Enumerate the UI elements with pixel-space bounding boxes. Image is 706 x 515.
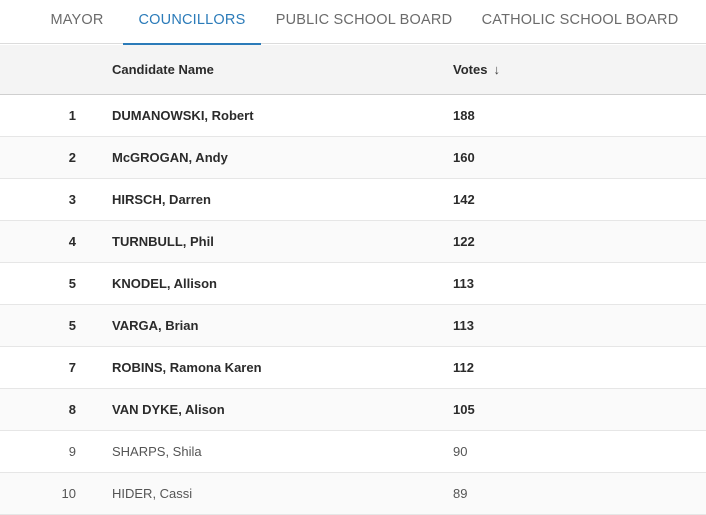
tab-councillors-label: COUNCILLORS xyxy=(138,12,246,28)
candidate-name-header-label: Candidate Name xyxy=(112,62,214,77)
votes-cell: 112 xyxy=(453,360,474,375)
votes-cell: 160 xyxy=(453,150,475,165)
tab-mayor-label: MAYOR xyxy=(50,12,104,28)
arrow-down-icon[interactable]: ↓ xyxy=(493,62,500,77)
table-row: 10 HIDER, Cassi 89 xyxy=(0,473,706,515)
candidate-name-cell: DUMANOWSKI, Robert xyxy=(112,108,254,123)
column-header-votes[interactable]: Votes ↓ xyxy=(453,45,500,95)
table-row: 9 SHARPS, Shila 90 xyxy=(0,431,706,473)
active-tab-indicator xyxy=(123,43,261,45)
votes-cell: 113 xyxy=(453,276,474,291)
table-row: 5 KNODEL, Allison 113 xyxy=(0,263,706,305)
votes-cell: 188 xyxy=(453,108,475,123)
table-row: 1 DUMANOWSKI, Robert 188 xyxy=(0,95,706,137)
rank-cell: 2 xyxy=(68,150,76,165)
votes-cell: 105 xyxy=(453,402,475,417)
rank-cell: 5 xyxy=(68,276,76,291)
candidate-name-cell: TURNBULL, Phil xyxy=(112,234,214,249)
table-row: 2 McGROGAN, Andy 160 xyxy=(0,137,706,179)
tab-councillors[interactable]: COUNCILLORS xyxy=(123,0,261,45)
votes-cell: 89 xyxy=(453,486,468,501)
votes-cell: 122 xyxy=(453,234,475,249)
rank-cell: 4 xyxy=(68,234,76,249)
candidate-name-cell: SHARPS, Shila xyxy=(112,444,202,459)
rank-cell: 3 xyxy=(68,192,76,207)
tab-catholic-school-board-label: CATHOLIC SCHOOL BOARD xyxy=(481,12,679,28)
rank-cell: 10 xyxy=(61,486,76,501)
rank-cell: 1 xyxy=(68,108,76,123)
tab-public-school-board[interactable]: PUBLIC SCHOOL BOARD xyxy=(268,0,460,44)
votes-cell: 142 xyxy=(453,192,475,207)
results-table: Candidate Name Votes ↓ 1 DUMANOWSKI, Rober… xyxy=(0,45,706,515)
column-header-candidate-name[interactable]: Candidate Name xyxy=(112,45,214,95)
votes-header-label: Votes xyxy=(453,62,488,77)
table-row: 8 VAN DYKE, Alison 105 xyxy=(0,389,706,431)
tab-catholic-school-board[interactable]: CATHOLIC SCHOOL BOARD xyxy=(472,0,688,44)
candidate-name-cell: ROBINS, Ramona Karen xyxy=(112,360,262,375)
candidate-name-cell: VARGA, Brian xyxy=(112,318,199,333)
votes-cell: 113 xyxy=(453,318,474,333)
candidate-name-cell: VAN DYKE, Alison xyxy=(112,402,225,417)
rank-cell: 7 xyxy=(68,360,76,375)
votes-cell: 90 xyxy=(453,444,468,459)
candidate-name-cell: KNODEL, Allison xyxy=(112,276,217,291)
table-row: 5 VARGA, Brian 113 xyxy=(0,305,706,347)
election-tabs: MAYOR COUNCILLORS PUBLIC SCHOOL BOARD CA… xyxy=(0,0,706,45)
candidate-name-cell: HIDER, Cassi xyxy=(112,486,193,501)
tab-mayor[interactable]: MAYOR xyxy=(38,0,116,44)
rank-cell: 9 xyxy=(68,444,76,459)
tab-public-school-board-label: PUBLIC SCHOOL BOARD xyxy=(275,12,453,28)
candidate-name-cell: HIRSCH, Darren xyxy=(112,192,211,207)
table-body: 1 DUMANOWSKI, Robert 188 2 McGROGAN, Andy 160… xyxy=(0,95,706,515)
table-row: 7 ROBINS, Ramona Karen 112 xyxy=(0,347,706,389)
rank-cell: 5 xyxy=(68,318,76,333)
candidate-name-cell: McGROGAN, Andy xyxy=(112,150,228,165)
rank-cell: 8 xyxy=(68,402,76,417)
table-header: Candidate Name Votes ↓ xyxy=(0,45,706,95)
table-row: 3 HIRSCH, Darren 142 xyxy=(0,179,706,221)
table-row: 4 TURNBULL, Phil 122 xyxy=(0,221,706,263)
